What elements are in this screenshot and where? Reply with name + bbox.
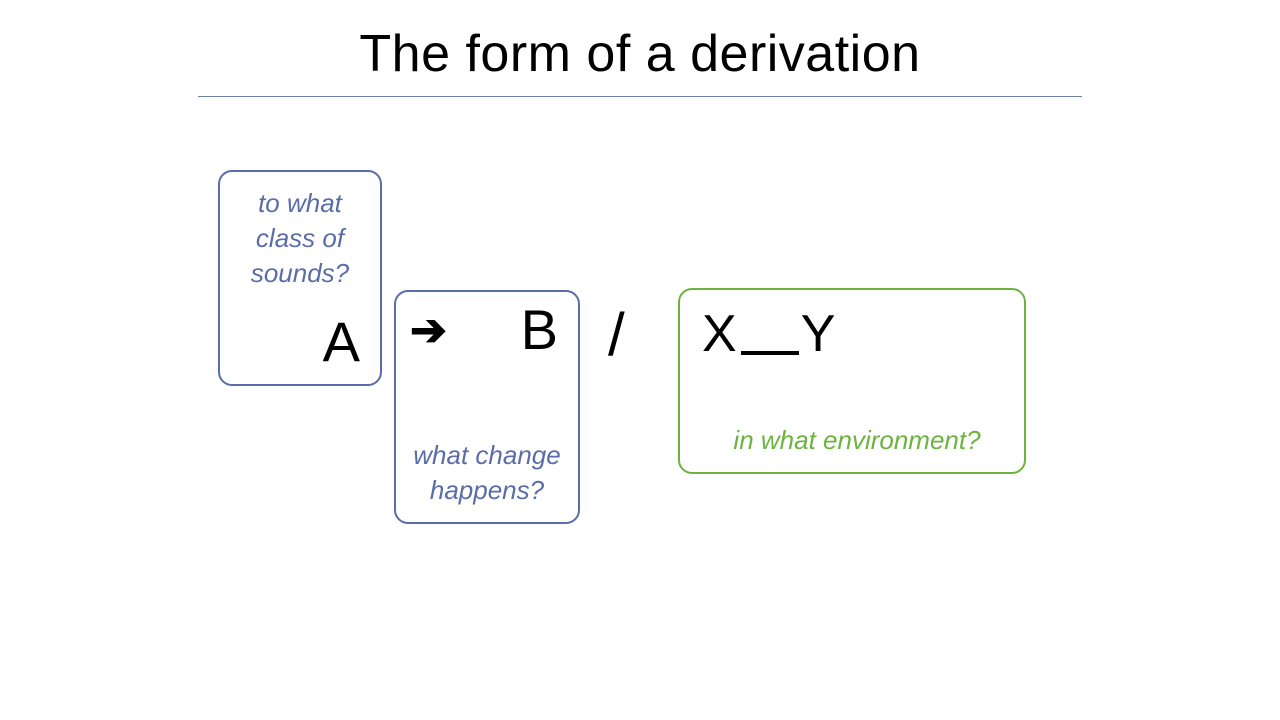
box-change-top-row: ➔ B	[402, 302, 572, 358]
box-input-class-annotation: to what class of sounds?	[226, 186, 374, 291]
symbol-B: B	[521, 302, 558, 358]
symbol-X: X	[702, 305, 739, 363]
environment-underscore	[741, 351, 799, 355]
title-rule	[198, 96, 1082, 97]
box-input-class: to what class of sounds? A	[218, 170, 382, 386]
slide: The form of a derivation to what class o…	[0, 0, 1280, 720]
arrow-icon: ➔	[410, 305, 447, 356]
box-environment-annotation: in what environment?	[702, 423, 1012, 458]
box-change-annotation: what change happens?	[402, 438, 572, 508]
environment-expression: XY	[702, 304, 1012, 364]
slide-title: The form of a derivation	[0, 24, 1280, 84]
symbol-Y: Y	[801, 305, 838, 363]
symbol-A: A	[323, 314, 360, 370]
box-environment: XY in what environment?	[678, 288, 1026, 474]
slash-separator: /	[608, 300, 625, 369]
box-change: ➔ B what change happens?	[394, 290, 580, 524]
